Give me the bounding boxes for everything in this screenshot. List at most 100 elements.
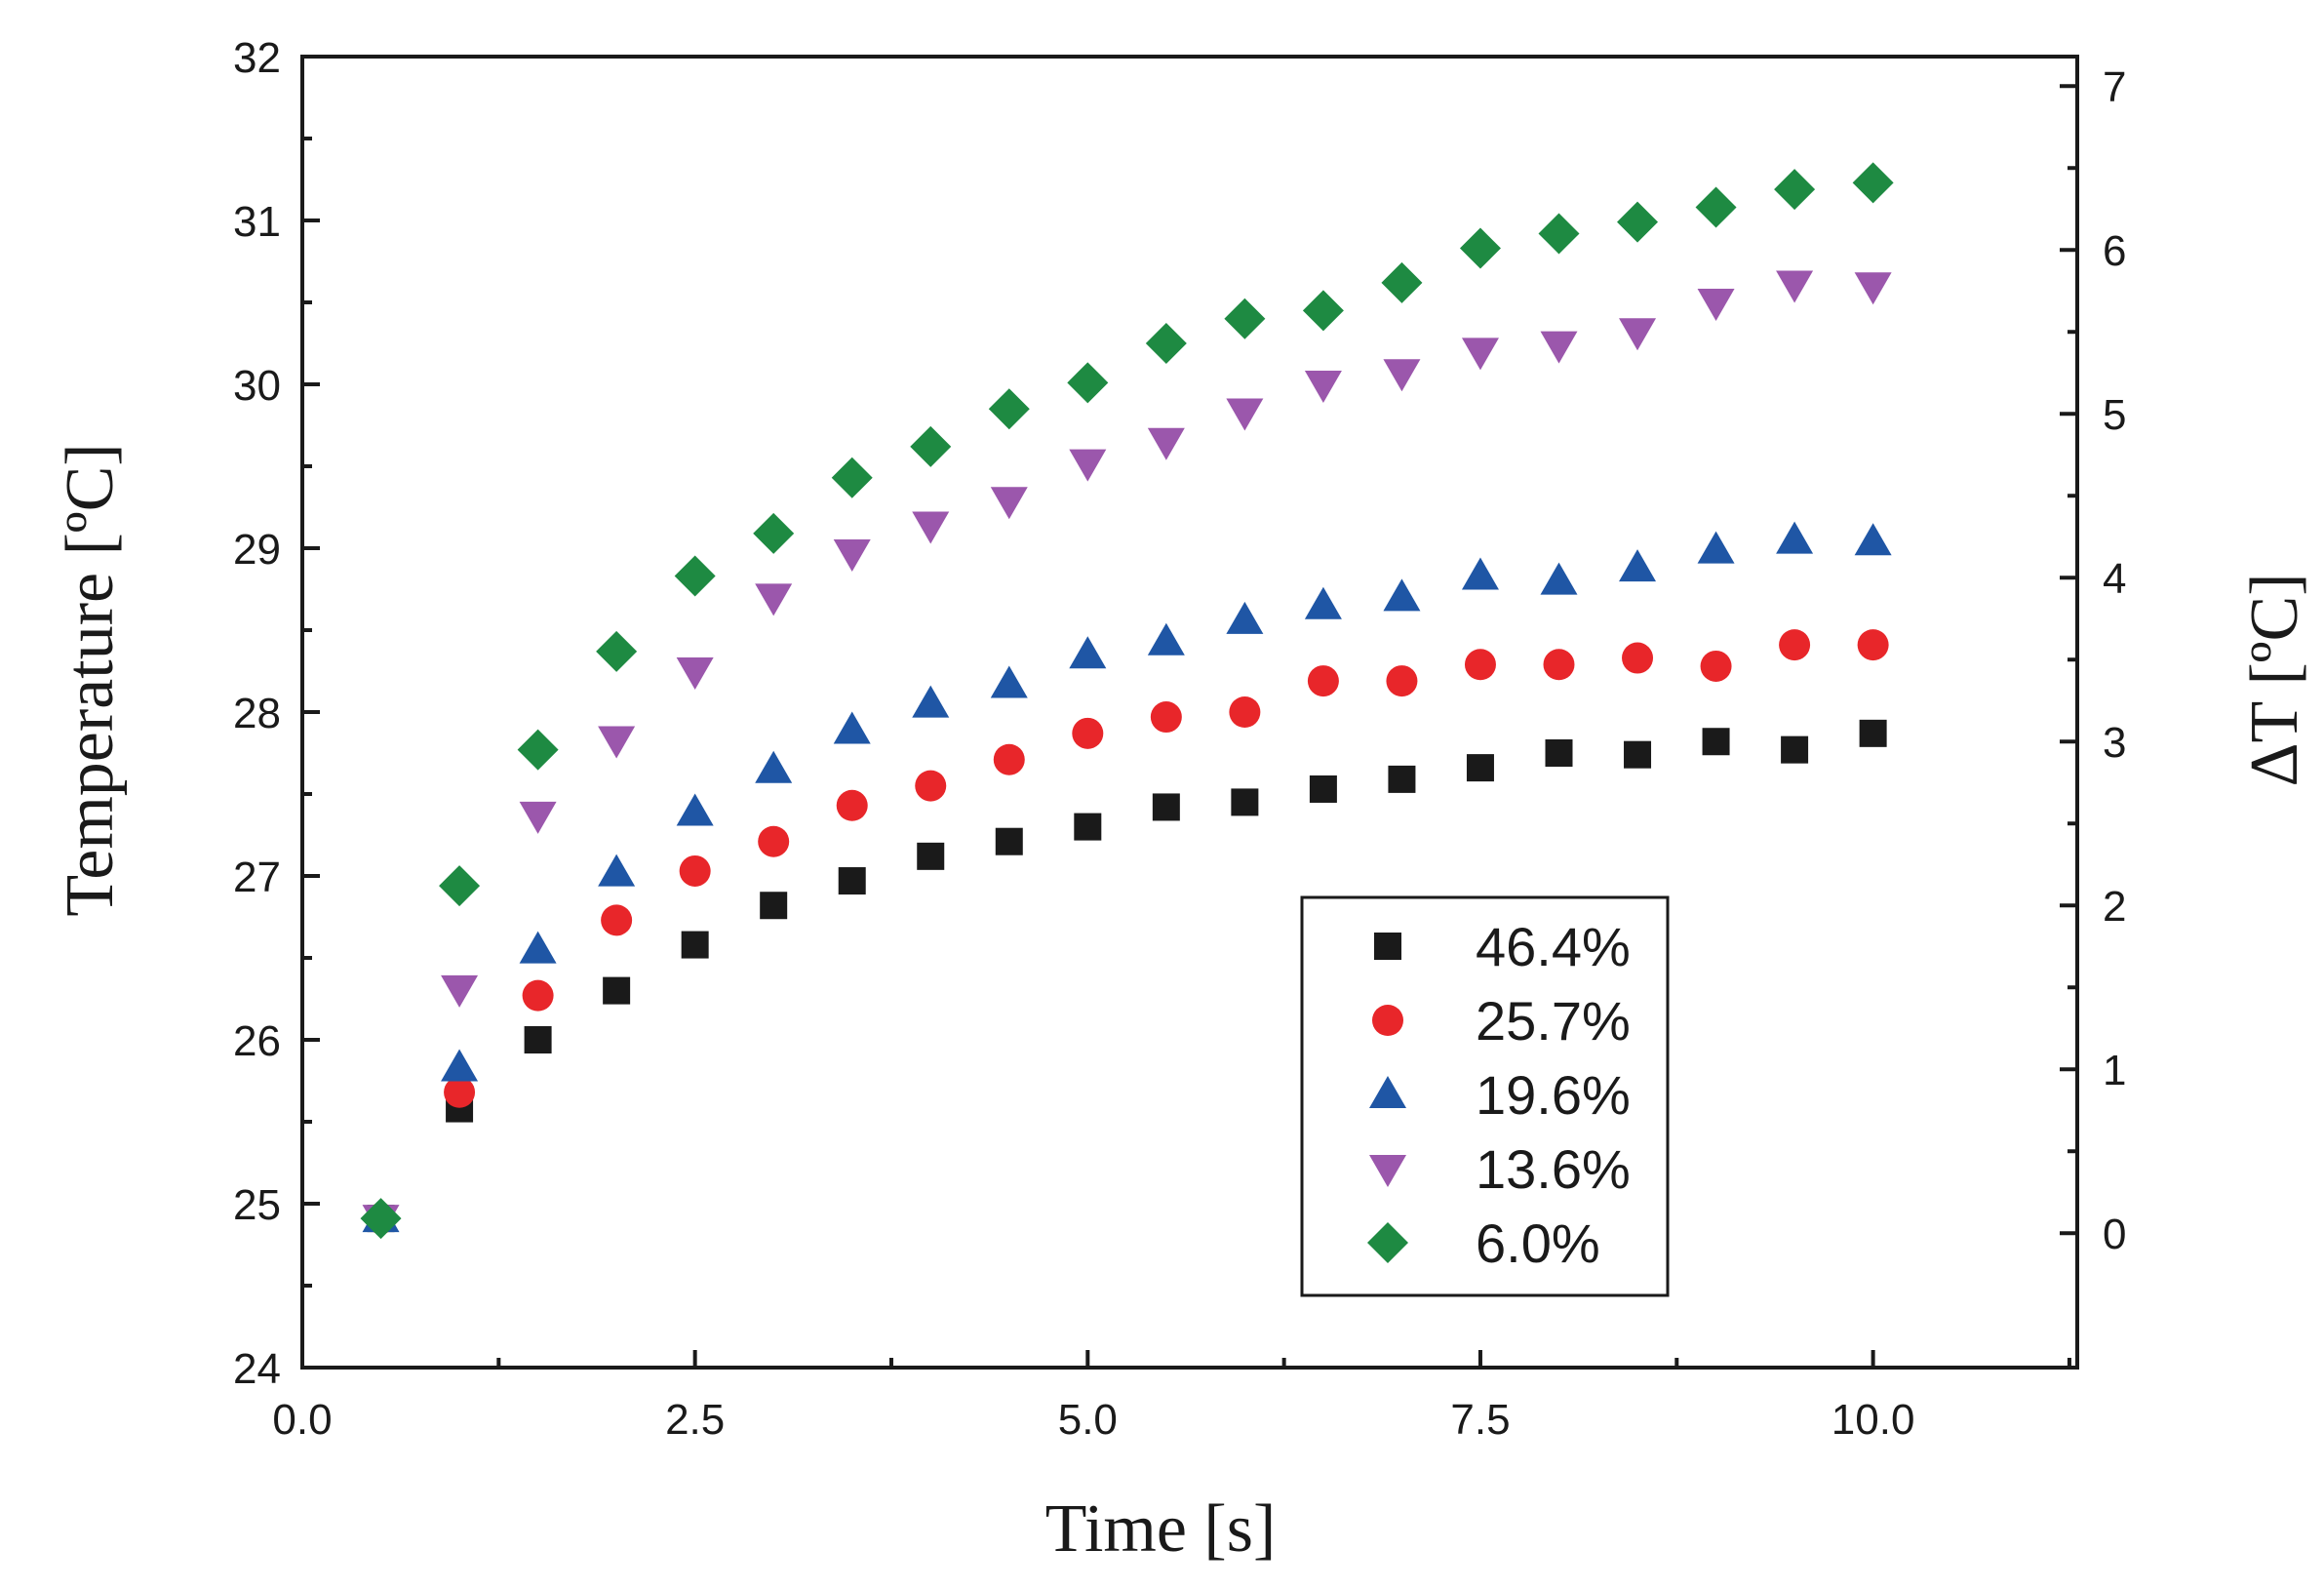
data-point-square: [917, 842, 945, 870]
axis-ticks: 0.0 2.5 5.0 7.5 10.0 24 25 26 27 28 29 30 31 32 0 1 2 3 4 5…: [233, 34, 2126, 1444]
legend: 46.4% 25.7% 19.6% 13.6% 6.0%: [1300, 895, 1670, 1297]
data-point-circle: [915, 770, 947, 802]
y2-tick-label: 2: [2103, 883, 2126, 931]
data-point-circle: [1857, 629, 1889, 661]
data-point-triangle-down: [755, 583, 793, 616]
x-tick-label: 5.0: [1058, 1396, 1118, 1444]
legend-marker-square: [1374, 933, 1401, 960]
legend-marker-triangle-down: [1369, 1155, 1406, 1187]
data-point-circle: [1072, 717, 1104, 749]
legend-label: 25.7%: [1476, 990, 1631, 1052]
data-point-square: [1859, 719, 1887, 747]
data-point-circle: [601, 904, 633, 936]
legend-item: 19.6%: [1369, 1064, 1631, 1126]
data-point-circle: [1464, 649, 1496, 681]
data-point-triangle-up: [1069, 636, 1107, 669]
data-point-triangle-down: [441, 974, 479, 1008]
data-point-circle: [1700, 650, 1732, 682]
data-point-triangle-up: [1147, 622, 1185, 655]
data-point-square: [1781, 735, 1809, 764]
data-point-circle: [679, 854, 711, 887]
legend-marker-diamond: [1367, 1222, 1408, 1263]
data-point-triangle-up: [990, 665, 1028, 698]
data-point-square: [760, 892, 788, 920]
data-point-triangle-down: [676, 657, 714, 690]
data-point-diamond: [1381, 261, 1423, 303]
y2-axis-title: ΔT [ºC]: [2237, 573, 2312, 786]
data-point-triangle-up: [1697, 531, 1735, 564]
data-point-triangle-down: [1461, 338, 1499, 371]
data-point-diamond: [674, 555, 716, 597]
data-point-square: [1545, 739, 1573, 767]
y2-tick-label: 7: [2103, 63, 2126, 111]
data-point-triangle-down: [519, 801, 557, 834]
y-tick-label: 32: [233, 34, 281, 82]
data-point-square: [1624, 740, 1652, 769]
data-point-circle: [836, 789, 868, 821]
data-point-triangle-down: [912, 511, 950, 544]
data-point-triangle-down: [1147, 427, 1185, 460]
data-point-diamond: [596, 630, 638, 672]
legend-marker-triangle-up: [1369, 1076, 1406, 1108]
data-point-circle: [993, 743, 1025, 775]
series-diamond: [360, 162, 1894, 1240]
data-point-triangle-down: [990, 487, 1028, 520]
data-point-square: [1152, 793, 1180, 821]
x-tick-label: 10.0: [1832, 1396, 1915, 1444]
y-tick-label: 30: [233, 362, 281, 410]
data-point-diamond: [910, 425, 952, 467]
data-point-triangle-down: [1697, 289, 1735, 321]
data-point-diamond: [517, 729, 559, 771]
data-point-triangle-up: [676, 793, 714, 826]
legend-label: 6.0%: [1476, 1212, 1600, 1274]
data-point-triangle-up: [912, 685, 950, 718]
data-point-triangle-down: [1383, 359, 1421, 392]
data-point-circle: [1229, 696, 1261, 728]
data-point-triangle-up: [598, 854, 636, 887]
y2-tick-label: 0: [2103, 1211, 2126, 1258]
data-point-triangle-up: [1854, 523, 1892, 556]
data-point-circle: [1779, 629, 1811, 661]
x-tick-label: 2.5: [665, 1396, 725, 1444]
y2-tick-label: 5: [2103, 391, 2126, 439]
data-point-square: [681, 931, 709, 959]
data-point-triangle-up: [519, 931, 557, 964]
y-tick-label: 31: [233, 198, 281, 246]
data-point-diamond: [1302, 290, 1344, 332]
y-tick-label: 27: [233, 854, 281, 901]
data-point-triangle-up: [1619, 549, 1657, 582]
data-point-circle: [1307, 665, 1339, 697]
data-point-circle: [758, 825, 790, 857]
data-point-circle: [522, 979, 554, 1012]
y-tick-label: 28: [233, 690, 281, 737]
legend-label: 46.4%: [1476, 916, 1631, 977]
legend-item: 13.6%: [1369, 1138, 1631, 1200]
data-point-diamond: [1774, 169, 1816, 211]
data-point-triangle-up: [1304, 586, 1342, 619]
data-point-diamond: [1538, 213, 1580, 255]
data-point-triangle-down: [1540, 331, 1578, 364]
data-point-triangle-up: [833, 711, 871, 744]
legend-box: [1300, 895, 1670, 1297]
data-point-triangle-down: [598, 726, 636, 759]
data-point-triangle-up: [1461, 557, 1499, 590]
legend-item: 25.7%: [1372, 990, 1631, 1052]
data-point-circle: [444, 1076, 476, 1108]
x-tick-label: 7.5: [1450, 1396, 1510, 1444]
x-tick-label: 0.0: [272, 1396, 332, 1444]
y2-tick-label: 4: [2103, 555, 2126, 603]
y-tick-label: 26: [233, 1017, 281, 1065]
data-point-square: [1466, 754, 1494, 782]
y2-tick-label: 6: [2103, 227, 2126, 275]
data-point-triangle-down: [1069, 449, 1107, 482]
data-point-square: [603, 976, 631, 1005]
data-point-triangle-up: [1540, 562, 1578, 595]
data-point-square: [1074, 813, 1102, 841]
x-axis-title: Time [s]: [1045, 1491, 1277, 1567]
data-point-diamond: [1459, 227, 1501, 269]
data-point-triangle-down: [1776, 270, 1814, 303]
data-point-triangle-down: [1854, 272, 1892, 305]
data-point-diamond: [1145, 323, 1187, 364]
legend-marker-circle: [1372, 1005, 1403, 1036]
data-point-triangle-down: [1304, 371, 1342, 403]
